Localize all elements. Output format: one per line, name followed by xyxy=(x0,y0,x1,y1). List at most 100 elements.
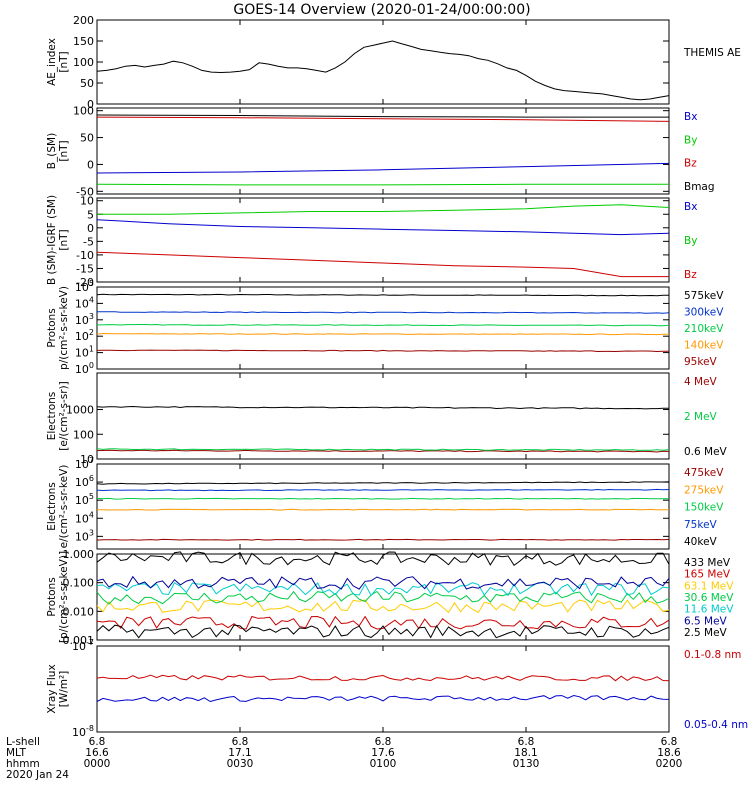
y-axis-label: AE_index xyxy=(46,38,58,86)
series-line xyxy=(96,449,670,453)
legend-label: 2.5 MeV xyxy=(684,627,728,639)
legend-label: 75keV xyxy=(684,519,718,531)
legend-label: 6.5 MeV xyxy=(684,615,728,627)
series-line xyxy=(96,575,670,590)
y-tick-label: 50 xyxy=(80,77,94,90)
x-tick-label: 0000 xyxy=(84,758,111,770)
series-line xyxy=(96,219,670,236)
x-tick-label: 18.6 xyxy=(657,747,681,759)
x-tick-label: 18.1 xyxy=(514,747,537,759)
legend-label: 11.6 MeV xyxy=(684,604,734,616)
x-tick-label: 17.6 xyxy=(371,747,395,759)
y-tick-label: 200 xyxy=(73,14,94,27)
y-axis-unit: [e/(cm²-s-sr)] xyxy=(58,381,70,450)
legend-label: 275keV xyxy=(684,484,724,496)
legend-label: Bmag xyxy=(684,181,715,193)
y-tick-label: 102 xyxy=(75,328,94,343)
y-tick-label: 103 xyxy=(75,312,94,327)
series-line xyxy=(96,674,670,682)
y-tick-label: -50 xyxy=(76,185,94,198)
y-tick-label: -20 xyxy=(76,276,94,289)
x-tick-label: 0130 xyxy=(513,758,540,770)
series-line xyxy=(96,448,670,451)
y-tick-label: 104 xyxy=(75,295,94,310)
series-line xyxy=(97,311,670,314)
y-tick-label: 105 xyxy=(75,492,94,507)
panel-frame xyxy=(96,197,670,283)
series-line xyxy=(96,183,669,186)
legend-label: 433 MeV xyxy=(684,557,731,569)
y-tick-label: 105 xyxy=(75,279,94,294)
legend-label: 0.05-0.4 nm xyxy=(684,719,748,731)
series-line xyxy=(96,162,670,174)
y-tick-label: 10-7 xyxy=(72,638,94,653)
legend-label: 150keV xyxy=(684,502,724,514)
legend-label: 40keV xyxy=(684,536,718,548)
y-tick-label: -10 xyxy=(76,249,94,262)
y-tick-label: 0 xyxy=(87,98,94,111)
x-tick-label: 17.1 xyxy=(228,747,251,759)
series-line xyxy=(96,114,669,118)
x-tick-label: 6.8 xyxy=(375,736,392,748)
y-axis-unit: [nT] xyxy=(58,140,70,161)
y-tick-label: 103 xyxy=(75,528,94,543)
y-tick-label: 50 xyxy=(80,132,94,145)
series-line xyxy=(96,615,670,630)
panel-8: 10-8 10-7 Xray Flux [W/m²] 0.1-0.8 nm 0.05-0.… xyxy=(46,638,748,739)
series-line xyxy=(96,694,670,703)
x-tick-label: 0200 xyxy=(656,758,683,770)
y-tick-label: 1000 xyxy=(66,404,94,417)
y-axis-label: B (SM)-IGRF (SM) xyxy=(46,195,58,285)
legend-label: 63.1 MeV xyxy=(684,580,734,592)
legend-label: 0.1-0.8 nm xyxy=(684,649,741,661)
series-line xyxy=(96,349,670,353)
series-line xyxy=(96,590,670,605)
series-line xyxy=(96,624,670,639)
legend-label: Bx xyxy=(684,201,697,213)
legend-label: By xyxy=(684,134,697,146)
legend-label: Bz xyxy=(684,158,697,170)
y-tick-label: 0.010 xyxy=(63,605,95,618)
x-tick-label: 16.6 xyxy=(85,747,109,759)
y-axis-label: Protons xyxy=(46,577,58,616)
series-line xyxy=(96,40,670,101)
y-axis-unit: [nT] xyxy=(58,229,70,250)
legend-label: 95keV xyxy=(684,356,718,368)
series-line xyxy=(96,481,670,485)
legend-label: 475keV xyxy=(684,467,724,479)
series-line xyxy=(96,405,669,410)
y-axis-label: Electrons xyxy=(46,482,58,531)
panel-7: 0.001 0.010 0.100 1.000 Protons [p/(cm²-s-sr-… xyxy=(46,548,734,647)
y-tick-label: 1.000 xyxy=(63,548,95,561)
series-line xyxy=(96,116,670,122)
y-tick-label: 106 xyxy=(75,474,94,489)
y-tick-label: 10 xyxy=(80,195,94,208)
y-tick-label: 0 xyxy=(87,158,94,171)
panel-frame xyxy=(96,372,670,460)
y-tick-label: -15 xyxy=(76,262,94,275)
panel-2: -50 0 50 100 B_(SM) [nT] Bx By Bz Bmag xyxy=(46,105,715,199)
y-axis-unit: e/(cm²-s-sr-keV) xyxy=(58,465,70,549)
y-tick-label: 100 xyxy=(75,361,94,376)
legend-label: 575keV xyxy=(684,290,724,302)
legend-label: THEMIS AE xyxy=(683,47,741,59)
y-axis-unit: p/(cm²-s-sr-keV) xyxy=(58,286,70,370)
panel-frame xyxy=(96,463,670,550)
y-tick-label: 10-8 xyxy=(72,724,94,739)
legend-label: 140keV xyxy=(684,340,724,352)
y-tick-label: 10 xyxy=(80,453,94,466)
y-axis-label: B_(SM) xyxy=(46,133,58,169)
legend-label: 210keV xyxy=(684,323,724,335)
y-axis-unit: [p/(cm²-s-sr-keV)] xyxy=(58,551,70,643)
series-line xyxy=(96,293,669,297)
y-tick-label: 100 xyxy=(73,105,94,118)
legend-label: 30.6 MeV xyxy=(684,592,734,604)
chart-title: GOES-14 Overview (2020-01-24/00:00:00) xyxy=(233,2,530,18)
series-line xyxy=(96,538,670,541)
legend-label: 0.6 MeV xyxy=(684,446,728,458)
x-row-label: MLT xyxy=(6,747,26,759)
